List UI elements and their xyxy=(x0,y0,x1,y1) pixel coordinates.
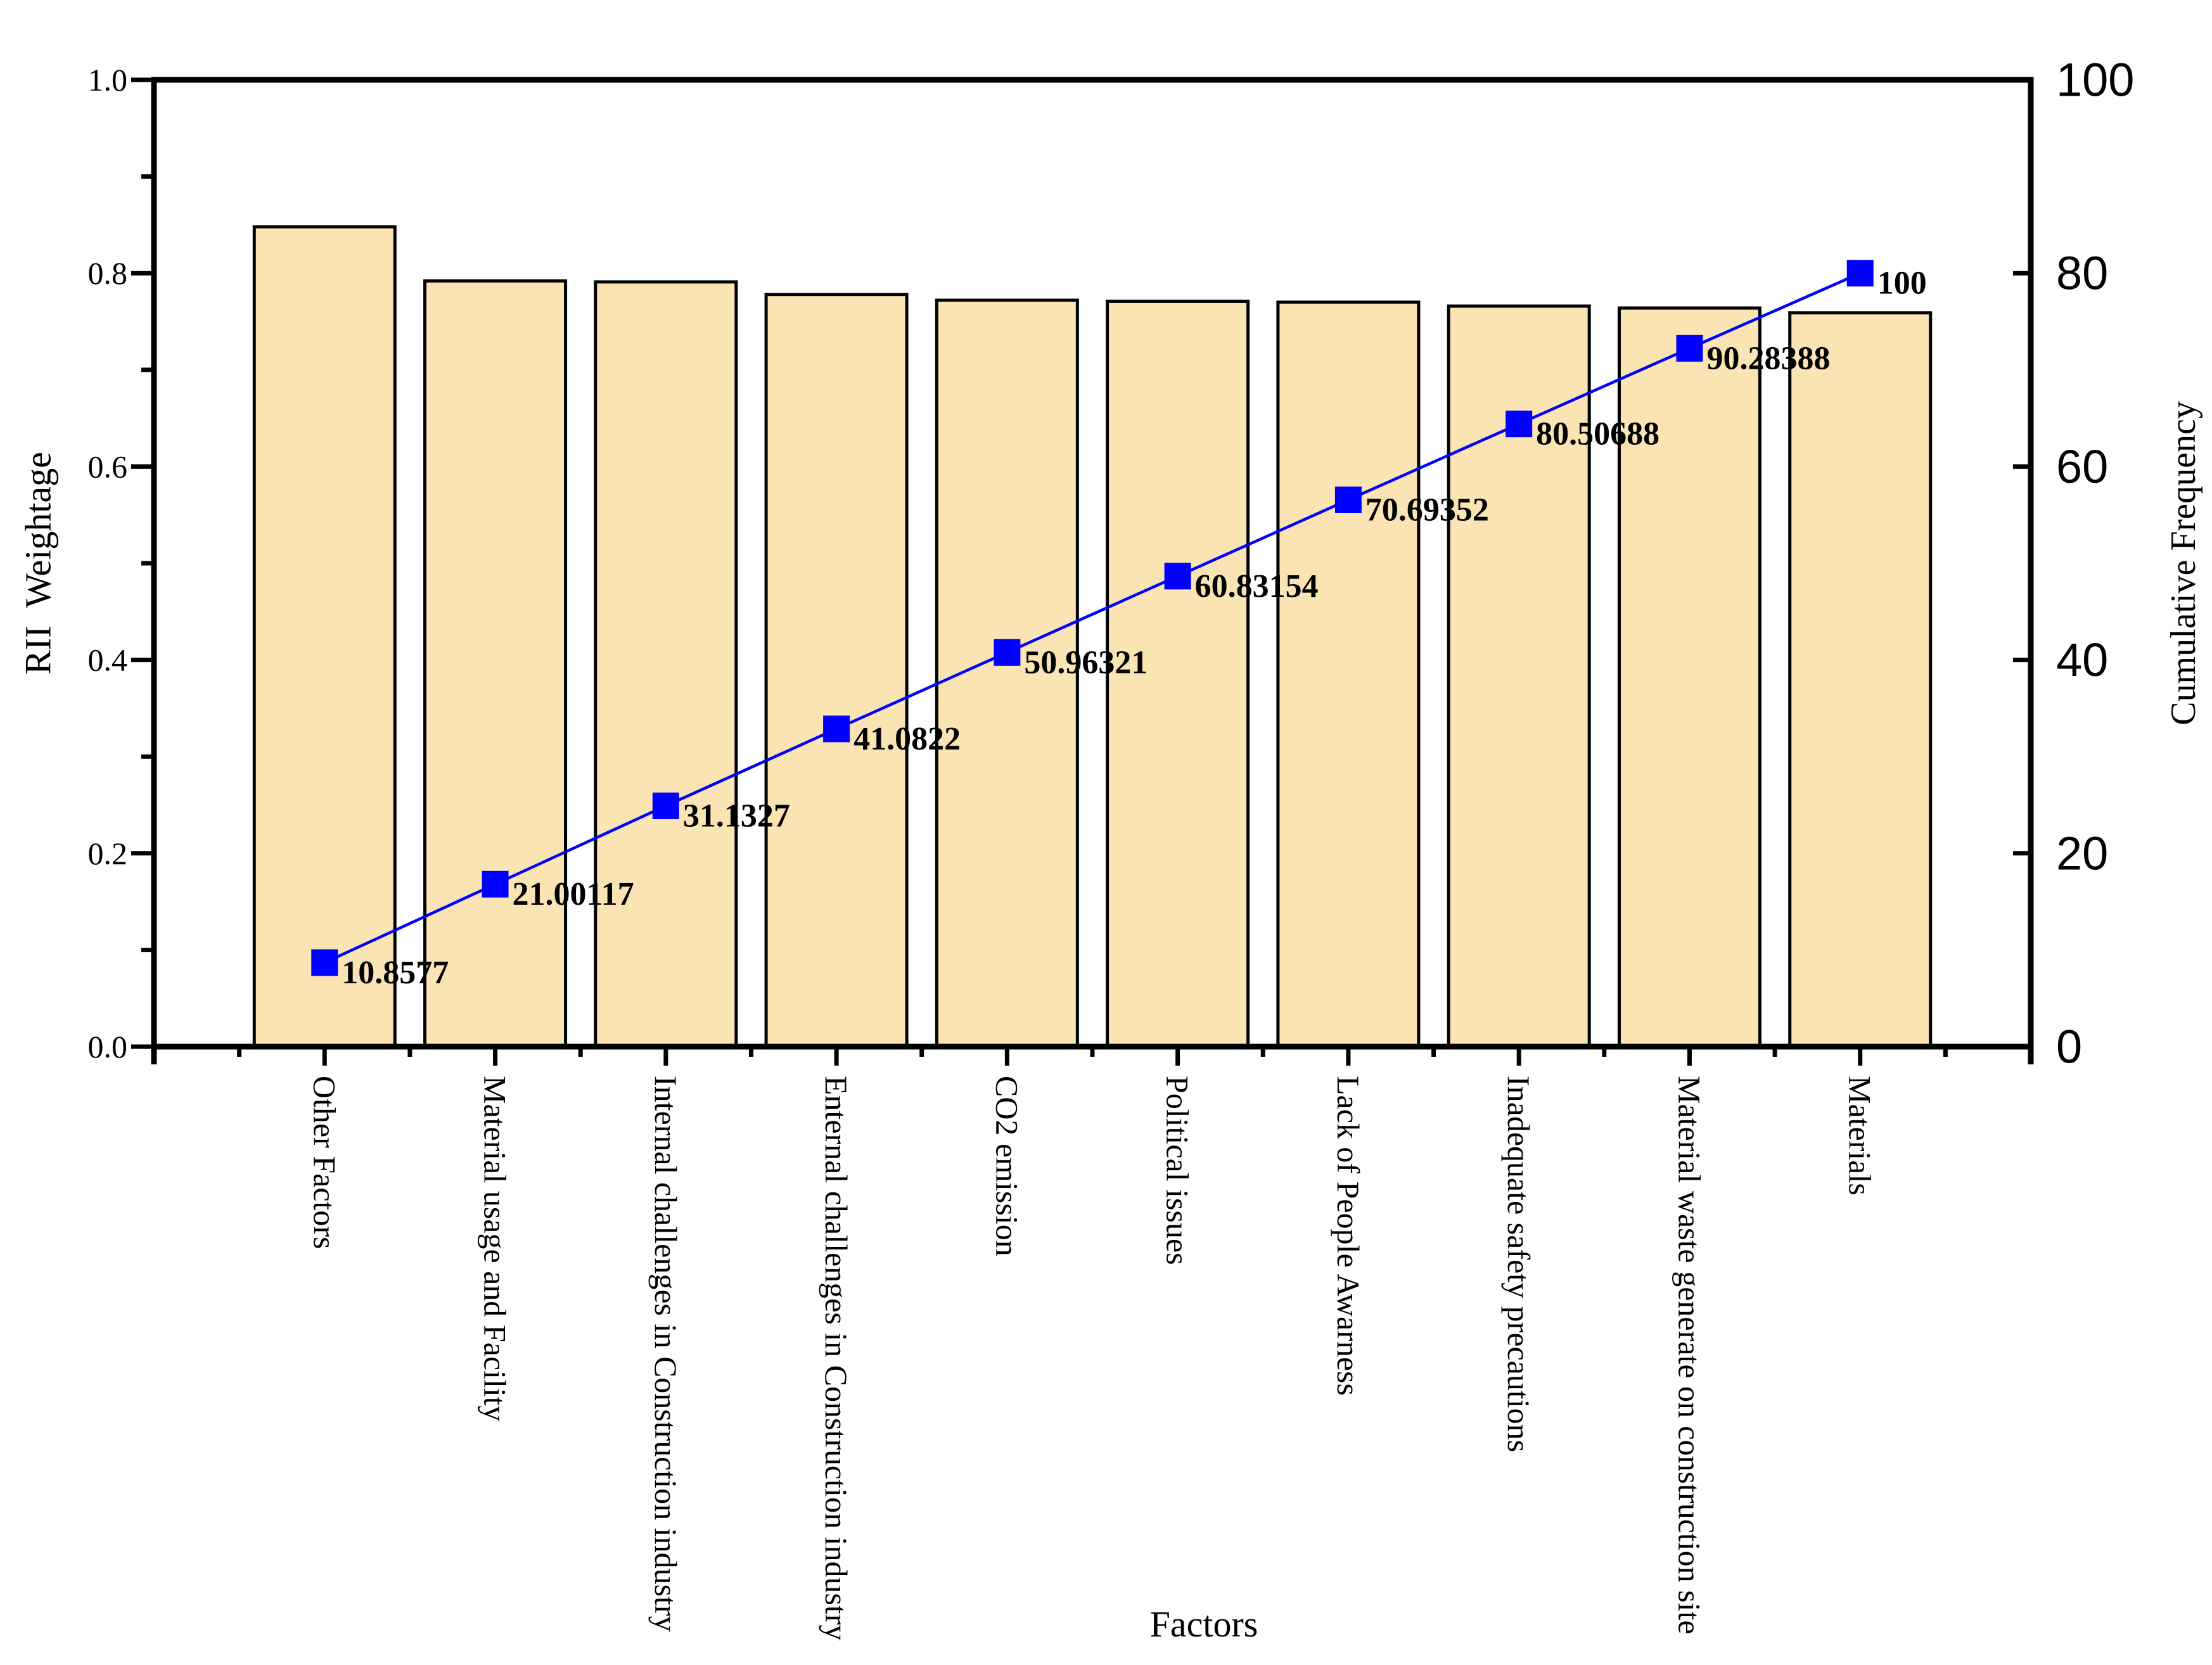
right-axis-tick-label: 20 xyxy=(2056,827,2108,879)
bar[interactable] xyxy=(1106,299,1250,1049)
left-axis-tick-label: 0.4 xyxy=(88,642,128,678)
x-tick-label: Inadequate safety precautions xyxy=(1501,1076,1537,1452)
x-tick-label: Material usage and Facility xyxy=(478,1076,513,1422)
left-axis-tick-label: 0.2 xyxy=(88,836,128,871)
x-tick-label: Internal challenges in Construction indu… xyxy=(648,1076,684,1632)
x-tick-label: Other Factors xyxy=(307,1076,342,1249)
cumulative-marker xyxy=(1506,411,1533,438)
left-axis-tick-label: 0.6 xyxy=(88,449,128,484)
cumulative-point-label: 50.96321 xyxy=(1024,644,1148,680)
left-axis-tick-label: 1.0 xyxy=(88,62,128,98)
cumulative-point-label: 41.0822 xyxy=(853,721,961,757)
x-axis-title: Factors xyxy=(1150,1604,1258,1645)
cumulative-point-label: 80.50688 xyxy=(1536,416,1659,452)
x-tick-label: Lack of People Awarness xyxy=(1331,1076,1366,1396)
cumulative-point-label: 10.8577 xyxy=(342,955,449,991)
cumulative-point-label: 70.69352 xyxy=(1365,492,1489,528)
cumulative-marker xyxy=(823,715,850,743)
x-tick-label: Political issues xyxy=(1160,1076,1196,1265)
bar[interactable] xyxy=(764,293,909,1049)
cumulative-marker xyxy=(1676,335,1703,362)
x-tick-label: CO2 emission xyxy=(989,1076,1025,1256)
cumulative-point-label: 100 xyxy=(1877,265,1927,302)
right-axis-tick-label: 40 xyxy=(2056,634,2108,686)
cumulative-marker xyxy=(1164,563,1191,590)
right-axis-tick-label: 60 xyxy=(2056,440,2108,493)
x-tick-label: Enternal challenges in Construction indu… xyxy=(819,1076,854,1640)
y-axis-right-title: Cumulative Frequency xyxy=(2164,401,2203,725)
x-tick-label: Material waste generate on construction … xyxy=(1672,1076,1707,1635)
x-tick-label: Materials xyxy=(1843,1076,1878,1196)
bar[interactable] xyxy=(1617,306,1761,1049)
cumulative-marker xyxy=(311,949,338,976)
right-axis-tick-label: 0 xyxy=(2056,1021,2082,1073)
left-axis-tick-label: 0.0 xyxy=(88,1029,128,1064)
bar[interactable] xyxy=(423,279,568,1049)
cumulative-point-label: 90.28388 xyxy=(1706,340,1830,376)
right-axis-tick-label: 100 xyxy=(2056,54,2134,106)
cumulative-marker xyxy=(1846,260,1874,287)
bar[interactable] xyxy=(1276,300,1421,1049)
cumulative-marker xyxy=(482,871,509,898)
cumulative-line xyxy=(324,272,1861,964)
cumulative-marker xyxy=(652,792,679,819)
y-axis-left-title: RII Weightage xyxy=(18,452,59,675)
left-axis-tick-label: 0.8 xyxy=(88,255,128,291)
cumulative-marker xyxy=(994,639,1021,666)
cumulative-point-label: 60.83154 xyxy=(1195,568,1319,604)
bar[interactable] xyxy=(1788,311,1933,1049)
cumulative-point-label: 31.1327 xyxy=(683,798,790,834)
right-axis-tick-label: 80 xyxy=(2056,247,2108,300)
cumulative-point-label: 21.00117 xyxy=(513,876,634,912)
bar[interactable] xyxy=(252,225,397,1049)
cumulative-marker xyxy=(1334,486,1362,513)
bar[interactable] xyxy=(594,280,738,1049)
